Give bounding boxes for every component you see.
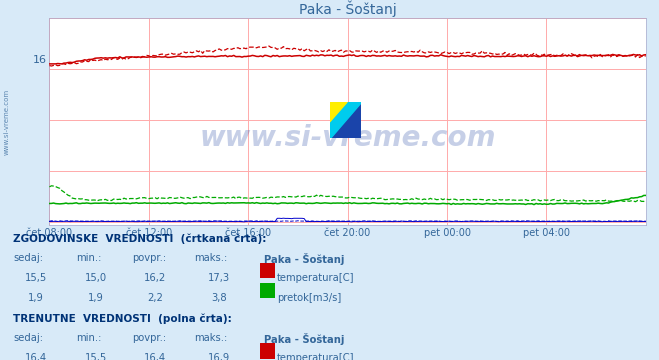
Text: maks.:: maks.: bbox=[194, 333, 227, 343]
Text: 15,0: 15,0 bbox=[84, 273, 107, 283]
Text: 17,3: 17,3 bbox=[208, 273, 230, 283]
Text: pretok[m3/s]: pretok[m3/s] bbox=[277, 293, 341, 303]
Text: 1,9: 1,9 bbox=[88, 293, 103, 303]
Polygon shape bbox=[330, 102, 361, 138]
Polygon shape bbox=[330, 102, 361, 138]
Text: min.:: min.: bbox=[76, 333, 101, 343]
Text: povpr.:: povpr.: bbox=[132, 333, 166, 343]
Polygon shape bbox=[330, 102, 347, 122]
Text: 16,4: 16,4 bbox=[25, 353, 47, 360]
Text: maks.:: maks.: bbox=[194, 253, 227, 263]
Text: 15,5: 15,5 bbox=[84, 353, 107, 360]
Text: sedaj:: sedaj: bbox=[13, 253, 43, 263]
Text: min.:: min.: bbox=[76, 253, 101, 263]
Text: 16,4: 16,4 bbox=[144, 353, 166, 360]
Text: 1,9: 1,9 bbox=[28, 293, 44, 303]
Title: Paka - Šoštanj: Paka - Šoštanj bbox=[299, 0, 397, 17]
Text: 16,9: 16,9 bbox=[208, 353, 230, 360]
Text: sedaj:: sedaj: bbox=[13, 333, 43, 343]
Text: 16,2: 16,2 bbox=[144, 273, 166, 283]
Text: Paka - Šoštanj: Paka - Šoštanj bbox=[264, 253, 344, 265]
Text: 2,2: 2,2 bbox=[147, 293, 163, 303]
Text: www.si-vreme.com: www.si-vreme.com bbox=[3, 89, 10, 156]
Text: TRENUTNE  VREDNOSTI  (polna črta):: TRENUTNE VREDNOSTI (polna črta): bbox=[13, 314, 232, 324]
Text: temperatura[C]: temperatura[C] bbox=[277, 353, 355, 360]
Text: temperatura[C]: temperatura[C] bbox=[277, 273, 355, 283]
Text: 3,8: 3,8 bbox=[211, 293, 227, 303]
Text: 15,5: 15,5 bbox=[25, 273, 47, 283]
Text: povpr.:: povpr.: bbox=[132, 253, 166, 263]
Text: Paka - Šoštanj: Paka - Šoštanj bbox=[264, 333, 344, 345]
Text: ZGODOVINSKE  VREDNOSTI  (črtkana črta):: ZGODOVINSKE VREDNOSTI (črtkana črta): bbox=[13, 234, 266, 244]
Text: www.si-vreme.com: www.si-vreme.com bbox=[200, 124, 496, 152]
